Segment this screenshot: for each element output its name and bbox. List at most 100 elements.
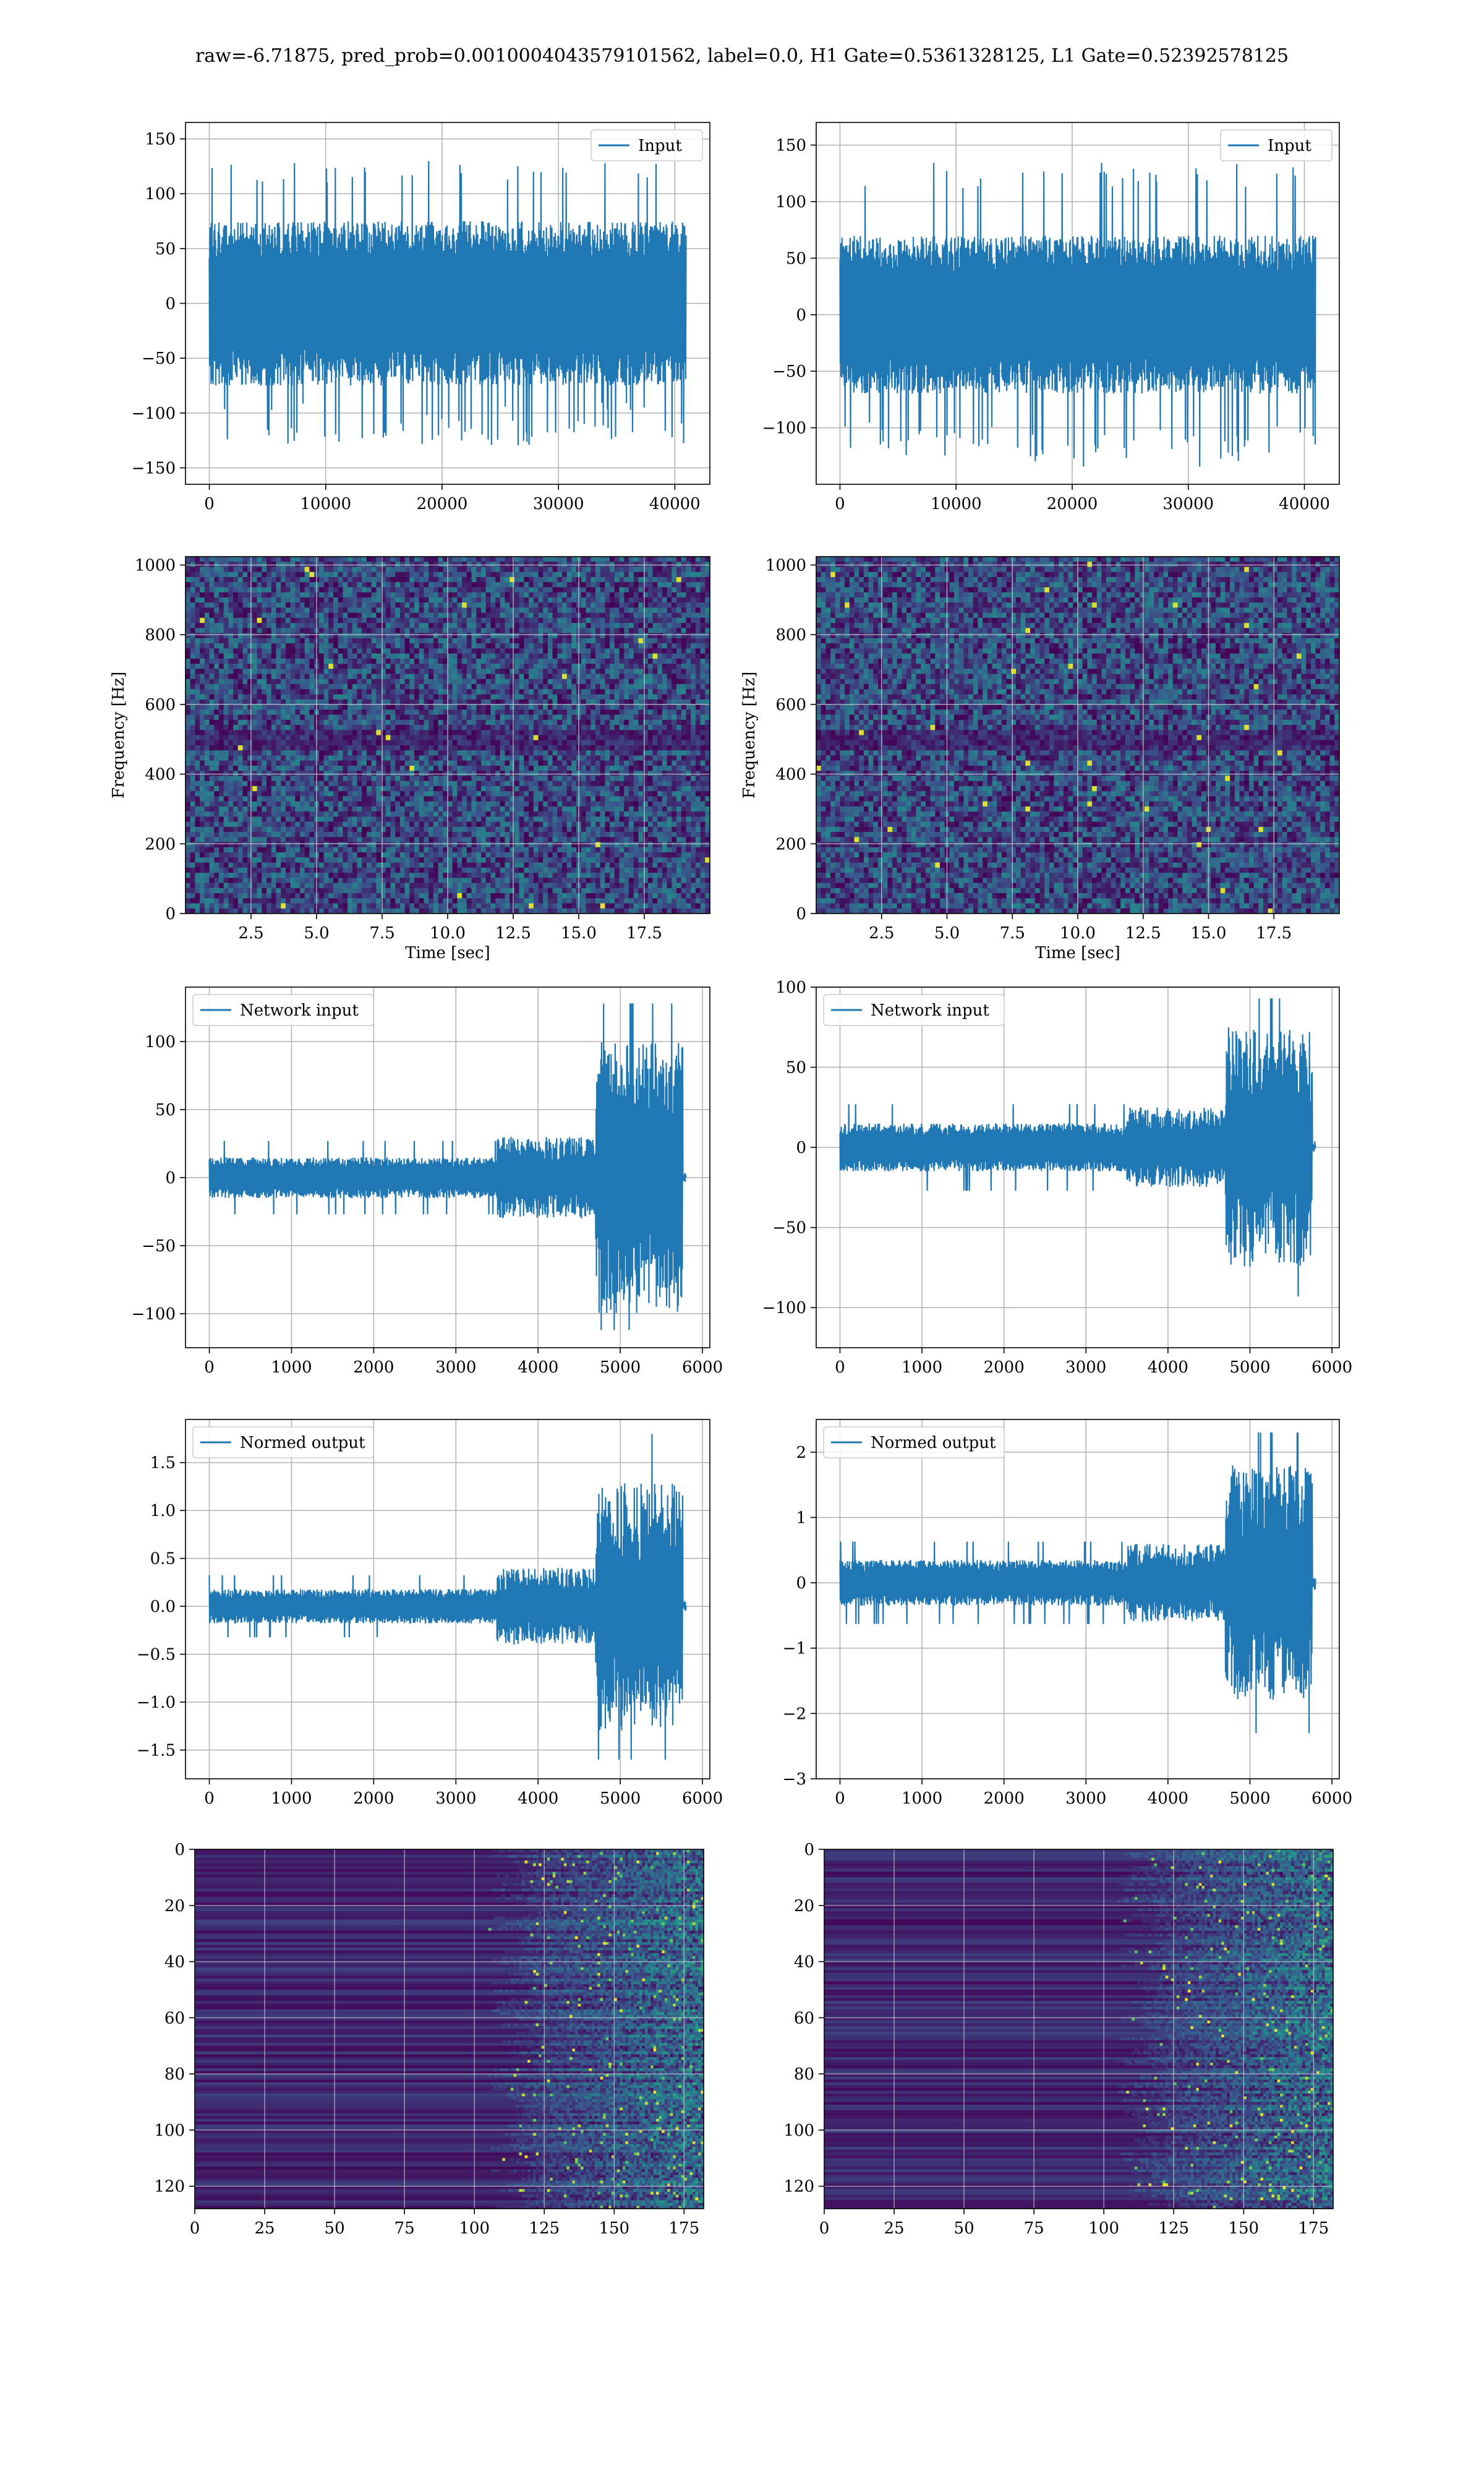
- h1-spectrogram-cell: [247, 679, 252, 685]
- h1-spectrogram-cell: [519, 761, 524, 766]
- h1-spectrogram-cell: [595, 654, 600, 659]
- h1-spectrogram-cell: [510, 766, 514, 771]
- h1-spectrogram-cell: [419, 664, 424, 669]
- h1-spectrogram-cell: [557, 577, 562, 583]
- h1-spectrogram-cell: [376, 593, 381, 598]
- h1-spectrogram-cell: [286, 659, 291, 664]
- h1-spectrogram-cell: [391, 695, 396, 700]
- h1-spectrogram-cell: [219, 618, 224, 623]
- h1-spectrogram-cell: [696, 572, 701, 578]
- h1-spectrogram-cell: [357, 582, 362, 588]
- h1-spectrogram-cell: [667, 557, 672, 562]
- h1-spectrogram-cell: [562, 648, 567, 654]
- h1-spectrogram-cell: [267, 638, 271, 644]
- h1-spectrogram-cell: [419, 715, 424, 721]
- h1-spectrogram-cell: [433, 562, 438, 567]
- h1-spectrogram-cell: [490, 654, 495, 659]
- h1-spectrogram-cell: [495, 771, 500, 776]
- h1-spectrogram-cell: [405, 567, 410, 573]
- h1-spectrogram-cell: [424, 562, 429, 567]
- h1-spectrogram-cell: [324, 781, 329, 787]
- h1-spectrogram-cell: [419, 684, 424, 690]
- h1-spectrogram-cell: [553, 577, 558, 583]
- h1-spectrogram-cell: [205, 588, 210, 593]
- h1-spectrogram-cell: [205, 613, 210, 618]
- h1-spectrogram-cell: [534, 679, 539, 685]
- h1-spectrogram-cell: [586, 720, 591, 726]
- h1-spectrogram-cell: [701, 684, 706, 690]
- h1-input-series-line: [210, 161, 686, 446]
- h1-spectrogram-cell: [309, 674, 314, 680]
- h1-spectrogram-cell: [247, 674, 252, 680]
- h1-spectrogram-cell: [367, 745, 372, 751]
- h1-spectrogram-cell: [505, 593, 510, 598]
- h1-spectrogram-cell: [448, 593, 453, 598]
- h1-spectrogram-cell: [486, 572, 491, 578]
- h1-spectrogram-cell: [648, 557, 653, 562]
- h1-spectrogram-cell: [433, 664, 438, 669]
- h1-spectrogram-cell: [648, 740, 653, 746]
- h1-spectrogram-cell: [462, 648, 467, 654]
- h1-spectrogram-cell: [490, 689, 495, 695]
- h1-spectrogram-cell: [295, 597, 300, 603]
- h1-spectrogram-cell: [300, 750, 305, 756]
- h1-spectrogram-cell: [210, 709, 215, 715]
- h1-spectrogram-cell: [620, 607, 625, 613]
- h1-spectrogram-cell: [233, 593, 238, 598]
- h1-spectrogram-cell: [448, 704, 453, 710]
- h1-input-ytick-label: 50: [155, 240, 176, 259]
- h1-spectrogram-cell: [557, 704, 562, 710]
- h1-spectrogram-cell: [448, 674, 453, 680]
- h1-spectrogram-cell: [419, 745, 424, 751]
- h1-spectrogram-cell: [481, 689, 486, 695]
- h1-spectrogram-cell: [333, 745, 338, 751]
- h1-spectrogram-cell: [505, 679, 510, 685]
- h1-spectrogram-cell: [553, 669, 558, 674]
- h1-spectrogram-cell: [495, 659, 500, 664]
- h1-spectrogram-cell: [400, 643, 405, 649]
- h1-spectrogram-cell: [205, 602, 210, 608]
- h1-spectrogram-cell: [395, 761, 400, 766]
- h1-spectrogram-cell: [400, 628, 405, 633]
- h1-spectrogram-cell: [281, 776, 286, 781]
- h1-spectrogram-cell: [519, 750, 524, 756]
- h1-spectrogram-cell: [696, 669, 701, 674]
- h1-spectrogram-cell: [328, 602, 333, 608]
- h1-spectrogram-cell: [433, 597, 438, 603]
- h1-spectrogram-cell: [338, 704, 343, 710]
- h1-spectrogram-cell: [186, 623, 190, 628]
- h1-spectrogram-cell: [409, 623, 414, 628]
- h1-spectrogram-cell: [224, 781, 229, 787]
- h1-spectrogram-cell: [620, 659, 625, 664]
- h1-spectrogram-cell: [490, 740, 495, 746]
- h1-spectrogram-cell: [562, 669, 567, 674]
- h1-spectrogram-cell: [333, 623, 338, 628]
- h1-spectrogram-cell: [414, 562, 419, 567]
- h1-spectrogram-cell: [257, 613, 262, 618]
- h1-spectrogram-cell: [495, 562, 500, 567]
- h1-spectrogram-cell: [300, 654, 305, 659]
- h1-spectrogram-cell: [362, 725, 367, 730]
- h1-spectrogram-cell: [200, 771, 205, 776]
- h1-spectrogram-cell: [543, 633, 548, 639]
- h1-spectrogram-cell: [333, 761, 338, 766]
- h1-spectrogram-cell: [200, 654, 205, 659]
- h1-spectrogram-cell: [205, 567, 210, 573]
- h1-spectrogram-cell: [476, 577, 481, 583]
- h1-spectrogram-cell: [701, 588, 706, 593]
- h1-spectrogram-cell: [372, 771, 377, 776]
- h1-spectrogram-cell: [571, 562, 576, 567]
- h1-spectrogram-cell: [548, 669, 553, 674]
- h1-spectrogram-cell: [352, 623, 357, 628]
- h1-spectrogram-cell: [653, 643, 658, 649]
- h1-spectrogram-cell: [228, 771, 233, 776]
- h1-spectrogram-cell: [190, 643, 195, 649]
- h1-spectrogram-cell: [362, 761, 367, 766]
- h1-spectrogram-cell: [514, 725, 519, 730]
- h1-spectrogram-cell: [291, 602, 296, 608]
- h1-spectrogram-cell: [324, 577, 329, 583]
- h1-spectrogram-cell: [524, 607, 529, 613]
- h1-spectrogram-cell: [195, 704, 200, 710]
- h1-spectrogram-cell: [324, 689, 329, 695]
- h1-spectrogram-cell: [367, 628, 372, 633]
